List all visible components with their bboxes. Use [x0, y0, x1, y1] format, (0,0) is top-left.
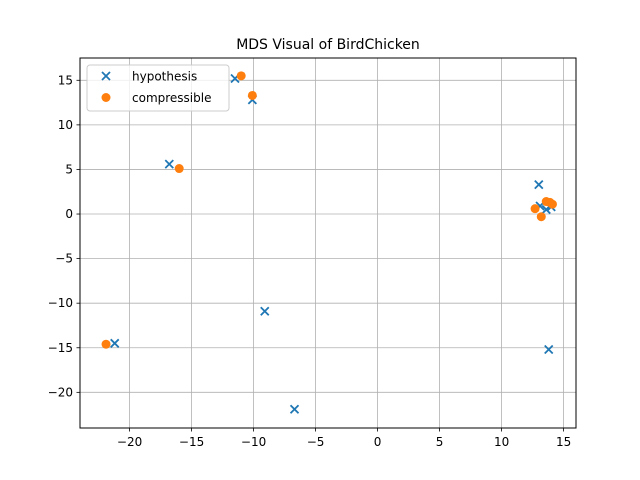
hypothesis-point [534, 179, 544, 190]
hypothesis-point [110, 338, 120, 348]
axis-ticks: −20 −15 −10 −5 0 5 10 15 −20 −15 −10 −5 0 5 10 15 [48, 73, 572, 449]
y-tick-label: 5 [65, 162, 73, 176]
y-tick-label: −10 [48, 296, 73, 310]
compressible-point [536, 212, 546, 222]
grid-lines [80, 58, 576, 428]
x-tick-label: 10 [494, 435, 509, 449]
hypothesis-point [260, 306, 270, 316]
legend: hypothesis compressible [86, 64, 230, 112]
hypothesis-point [289, 404, 300, 414]
y-tick-label: 0 [65, 207, 73, 221]
legend-marker-compressible [101, 93, 111, 102]
hypothesis-point [164, 159, 174, 169]
compressible-point [101, 339, 111, 349]
y-tick-label: −20 [48, 385, 73, 399]
legend-box [86, 64, 230, 112]
legend-label-hypothesis: hypothesis [132, 70, 197, 84]
plot-area-frame [79, 57, 577, 429]
x-tick-label: −15 [179, 435, 204, 449]
compressible-point [247, 90, 257, 100]
legend-marker-hypothesis [101, 71, 111, 81]
x-tick-label: −20 [117, 435, 142, 449]
chart-title: MDS Visual of BirdChicken [236, 37, 420, 53]
y-tick-label: −15 [48, 341, 73, 355]
y-tick-label: −5 [55, 252, 73, 266]
x-tick-label: 5 [436, 435, 444, 449]
x-tick-label: −10 [241, 435, 266, 449]
y-tick-label: 10 [58, 118, 73, 132]
legend-label-compressible: compressible [132, 91, 211, 105]
series-compressible [101, 71, 557, 349]
y-tick-label: 15 [58, 73, 73, 87]
x-tick-label: −5 [307, 435, 325, 449]
x-tick-label: 0 [374, 435, 382, 449]
compressible-point [530, 204, 540, 214]
compressible-point [545, 197, 555, 207]
data-points [101, 71, 557, 414]
x-tick-label: 15 [556, 435, 571, 449]
compressible-point [174, 164, 184, 174]
hypothesis-point [544, 344, 554, 355]
compressible-point [236, 71, 246, 81]
